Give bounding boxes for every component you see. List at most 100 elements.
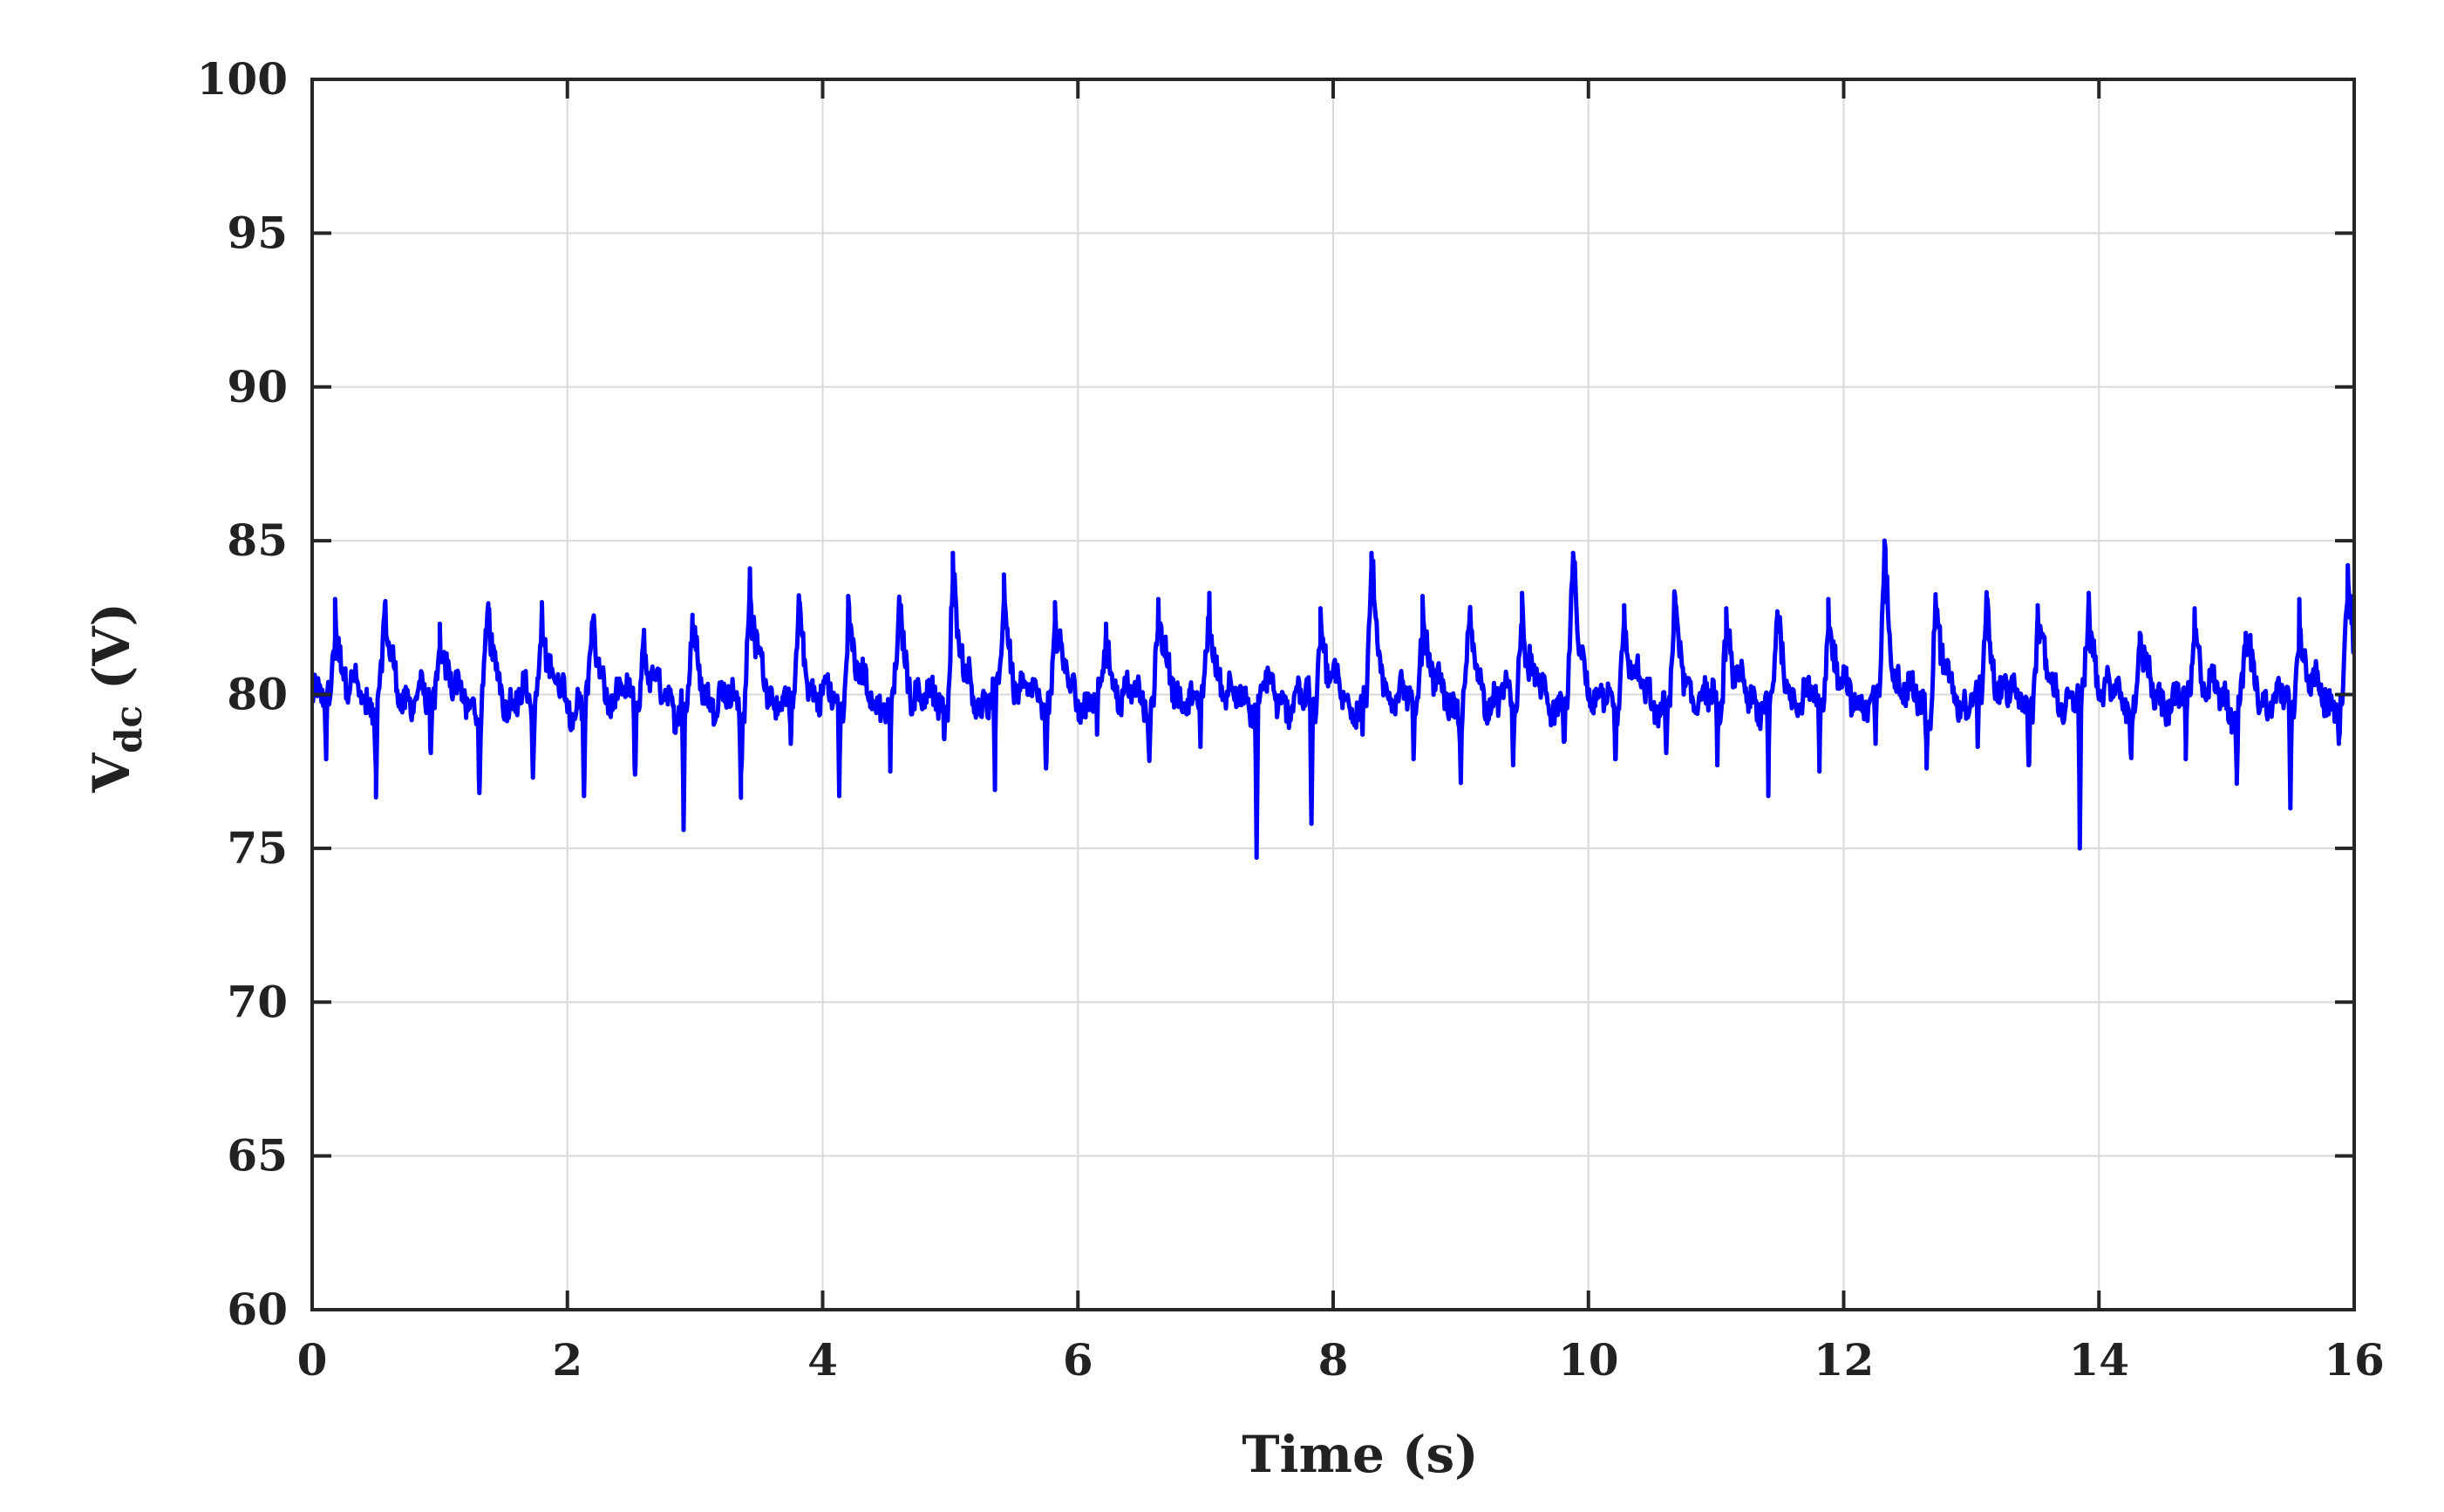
series-peak-point [2087,590,2092,596]
series-peak-point [2297,596,2302,602]
series-dip-point [1510,763,1515,768]
series-dip-point [837,793,842,799]
x-tick-label: 0 [297,1334,328,1386]
series-dip-point [992,787,997,793]
series-dip-point [1715,763,1720,768]
series-peak-point [2035,603,2040,608]
series-peak-point [2345,562,2351,568]
y-tick-label: 100 [197,53,288,105]
x-tick-label: 12 [1814,1334,1875,1386]
x-axis-title: Time (s) [1242,1425,1478,1484]
series-dip-point [1360,732,1365,737]
series-line [312,538,2354,860]
series-dip-point [1817,769,1822,774]
series-dip-point [1147,757,1152,762]
series-dip-point [428,751,433,756]
y-tick-label: 85 [227,514,288,566]
y-axis-title-subscript: dc [107,705,150,753]
series-dip-point [1198,744,1203,749]
series-dip-point [2336,741,2341,746]
series-peak-point [1984,594,1989,599]
series-dip-point [1044,766,1049,771]
series-peak-point [1724,606,1729,611]
x-tick-label: 10 [1558,1334,1619,1386]
y-axis-title: Vdc (V) [82,603,150,793]
series-dip-point [2288,806,2293,811]
series-peak-point [1052,600,1058,605]
series-peak-point [382,603,387,608]
y-tick-label: 90 [227,361,288,412]
series-dip-point [530,775,535,780]
y-tick-label: 80 [227,669,288,720]
y-axis-title-unit: (V) [82,603,141,690]
x-tick-label: 2 [552,1334,582,1386]
series-peak-point [486,606,491,611]
series-dip-point [1309,821,1314,827]
series-dip-point [373,769,378,774]
series-peak-point [1570,550,1576,555]
series-peak-point [2243,630,2249,636]
series-dip-point [888,769,893,774]
series-dip-point [2077,846,2082,851]
series-peak-point [590,618,596,623]
y-axis-title-main: V [82,753,141,793]
series-dip-point [1873,741,1878,746]
x-tick-label: 4 [807,1334,838,1386]
series-dip-point [1612,757,1617,762]
series-peak-point [1622,603,1627,608]
series-dip-point [942,735,947,740]
series-peak-point [797,600,802,605]
series-dip-point [1562,735,1567,740]
series-dip-point [1411,757,1416,762]
series-peak-point [1207,590,1212,596]
y-tick-label: 75 [227,822,288,874]
series-peak-point [1317,606,1323,611]
series-peak-point [1467,612,1473,617]
series-peak-point [642,627,647,632]
series-peak-point [1419,594,1425,599]
series-peak-point [846,594,851,599]
series-peak-point [2137,630,2142,636]
series-dip-point [1975,744,1980,749]
series-dip-point [1458,778,1463,783]
y-tick-label: 65 [227,1130,288,1182]
series-dip-point [477,790,482,795]
series-peak-point [1103,621,1108,626]
series-peak-point [1155,596,1161,602]
plot-area [312,538,2354,860]
x-tick-label: 14 [2068,1334,2129,1386]
series-peak-point [539,600,544,605]
series-peak-point [896,596,902,602]
x-tick-label: 16 [2324,1334,2385,1386]
series-dip-point [681,828,686,833]
series-dip-point [2183,757,2189,762]
x-axis-tick-labels: 0 2 4 6 8 10 12 14 16 [297,1334,2385,1386]
series-dip-point [739,772,744,777]
series-peak-point [1826,596,1831,602]
y-tick-label: 95 [227,207,288,258]
y-tick-label: 70 [227,976,288,1027]
series-peak-point [1001,572,1006,577]
grid-lines [312,79,2354,1310]
x-tick-label: 6 [1063,1334,1093,1386]
series-dip-point [323,757,329,762]
x-tick-label: 8 [1318,1334,1349,1386]
series-dip-point [2128,751,2134,756]
y-tick-label: 60 [227,1284,288,1335]
y-axis-tick-labels: 60 65 70 75 80 85 90 95 100 [197,53,288,1335]
series-peak-point [950,550,956,555]
series-peak-point [1263,679,1268,684]
series-peak-point [332,596,337,602]
series-dip-point [1766,793,1771,799]
series-dip-point [1664,751,1669,756]
series-dip-point [1924,766,1930,771]
series-peak-point [1369,550,1374,555]
series-dip-point [1094,732,1099,737]
series-peak-point [747,566,752,571]
series-peak-point [2192,606,2197,611]
series-peak-point [437,621,442,626]
series-peak-point [1774,609,1780,614]
series-peak-point [1882,538,1887,543]
